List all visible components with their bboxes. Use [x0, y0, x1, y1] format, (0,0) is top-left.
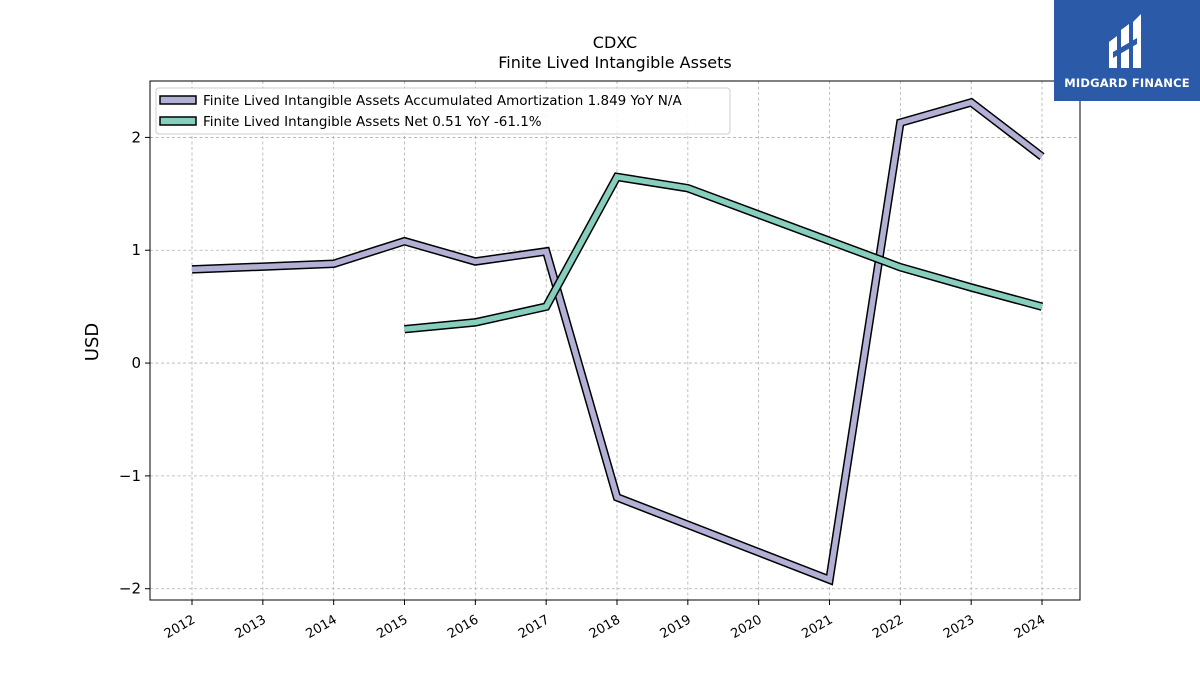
- legend-label-2: Finite Lived Intangible Assets Net 0.51 …: [203, 114, 542, 130]
- x-tick-label: 2016: [445, 612, 481, 642]
- brand-name: MIDGARD FINANCE: [1064, 75, 1190, 90]
- y-tick-label: 1: [131, 241, 141, 259]
- x-tick-label: 2023: [941, 612, 977, 642]
- y-axis: −2 −1 0 1 2: [119, 128, 150, 598]
- legend: Finite Lived Intangible Assets Accumulat…: [155, 87, 731, 135]
- plot-frame: [149, 80, 1081, 601]
- x-tick-label: 2012: [162, 612, 198, 642]
- x-tick-label: 2024: [1012, 612, 1048, 642]
- legend-label-1: Finite Lived Intangible Assets Accumulat…: [203, 93, 682, 109]
- legend-box: [155, 87, 731, 135]
- x-tick-label: 2022: [870, 612, 906, 642]
- brand-logo: MIDGARD FINANCE: [1054, 0, 1200, 101]
- x-tick-label: 2021: [799, 612, 835, 642]
- series-2-line: [404, 173, 1043, 332]
- midgard-logo-icon: [1109, 13, 1141, 68]
- y-tick-label: −1: [119, 467, 141, 485]
- series-layer: [191, 97, 1045, 586]
- y-axis-label: USD: [82, 323, 103, 361]
- x-tick-label: 2019: [658, 612, 694, 642]
- y-tick-label: 0: [131, 354, 141, 372]
- legend-swatch-2: [159, 116, 197, 126]
- x-tick-label: 2014: [304, 612, 340, 642]
- x-tick-label: 2013: [233, 612, 269, 642]
- legend-swatch-1: [159, 95, 197, 105]
- grid: [150, 81, 1080, 600]
- chart-subtitle: Finite Lived Intangible Assets: [498, 53, 731, 72]
- series-1-line: [191, 99, 1044, 584]
- x-tick-label: 2018: [587, 612, 623, 642]
- chart-title: CDXC: [593, 33, 637, 52]
- x-tick-label: 2017: [516, 612, 552, 642]
- x-tick-label: 2015: [374, 612, 410, 642]
- y-tick-label: −2: [119, 580, 141, 598]
- y-tick-label: 2: [131, 128, 141, 146]
- x-tick-label: 2020: [729, 612, 765, 642]
- x-axis: 2012 2013 2014 2015 2016 2017 2018 2019 2020 2021…: [162, 600, 1048, 642]
